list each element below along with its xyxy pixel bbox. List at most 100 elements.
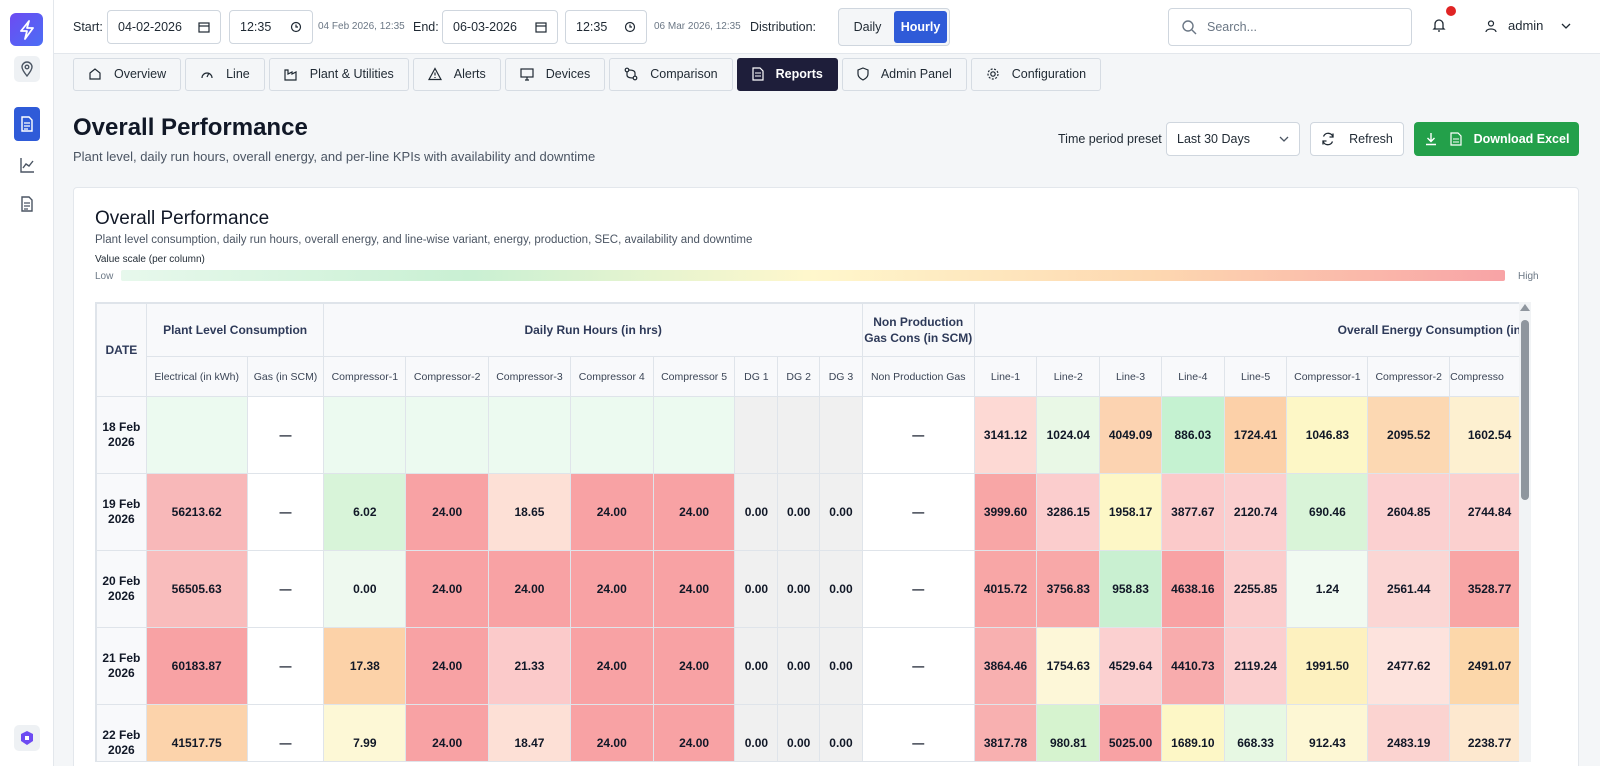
distribution-daily-option[interactable]: Daily [853, 20, 882, 34]
cell-dg3: 0.00 [819, 550, 863, 628]
cell-comp4: 24.00 [569, 473, 654, 551]
tab-reports[interactable]: Reports [736, 57, 838, 91]
col-header: Line-4 [1160, 356, 1225, 397]
user-menu[interactable]: admin [1484, 18, 1571, 33]
app-logo-icon[interactable] [10, 13, 43, 46]
distribution-label: Distribution: [750, 20, 816, 34]
cell-line1: 3999.60 [973, 473, 1038, 551]
chevron-down-icon [1279, 136, 1289, 142]
cell-e-comp3: 2238.77 [1449, 704, 1530, 761]
cell-e-comp2: 2483.19 [1367, 704, 1451, 761]
start-date-input[interactable]: 04-02-2026 [107, 10, 221, 44]
refresh-icon [1322, 132, 1334, 146]
scroll-up-arrow-icon[interactable] [1520, 304, 1530, 311]
cell-nonprod: — [861, 627, 975, 705]
cell-line2: 1754.63 [1036, 627, 1101, 705]
cell-electrical: 41517.75 [145, 704, 248, 761]
end-hint: 06 Mar 2026, 12:35 [654, 21, 741, 32]
preset-label: Time period preset [1058, 132, 1162, 146]
location-pin-icon[interactable] [14, 56, 40, 82]
cell-electrical [145, 396, 248, 474]
cell-comp5: 24.00 [652, 550, 736, 628]
performance-table: DATE Plant Level Consumption Daily Run H… [96, 303, 1530, 761]
preset-value: Last 30 Days [1177, 132, 1250, 146]
col-header: Line-5 [1223, 356, 1288, 397]
distribution-hourly-option[interactable]: Hourly [894, 11, 947, 43]
compare-icon [624, 67, 638, 81]
nav-analytics-icon[interactable] [14, 148, 40, 182]
table-row: 21 Feb 2026 60183.87—17.38 24.00 21.33 24.00… [96, 627, 1530, 705]
tab-alerts[interactable]: Alerts [412, 57, 501, 91]
tab-label: Devices [545, 67, 591, 81]
refresh-button[interactable]: Refresh [1310, 122, 1404, 156]
start-time-input[interactable]: 12:35 [229, 10, 313, 44]
main-tabs: Overview Line Plant & Utilities Alerts D… [54, 54, 1600, 94]
card-title: Overall Performance [95, 208, 270, 229]
date-header: DATE [96, 303, 147, 397]
tab-admin-panel[interactable]: Admin Panel [841, 57, 967, 91]
scale-high-label: High [1518, 271, 1539, 282]
scrollbar-thumb[interactable] [1521, 320, 1529, 500]
vertical-scrollbar[interactable] [1519, 302, 1531, 762]
cell-electrical: 56213.62 [145, 473, 248, 551]
cell-nonprod: — [861, 396, 975, 474]
tab-line[interactable]: Line [185, 57, 265, 91]
tab-comparison[interactable]: Comparison [609, 57, 733, 91]
cell-comp2: 24.00 [405, 473, 490, 551]
time-period-preset-select[interactable]: Last 30 Days [1166, 122, 1300, 156]
table-body: 18 Feb 2026— —3141.12 1024.04 4049.09 886.03… [96, 396, 1530, 761]
cell-comp5: 24.00 [652, 704, 736, 761]
cell-dg3: 0.00 [819, 627, 863, 705]
tab-devices[interactable]: Devices [504, 57, 606, 91]
cell-line2: 980.81 [1036, 704, 1101, 761]
cell-line4: 886.03 [1160, 396, 1225, 474]
performance-table-container[interactable]: DATE Plant Level Consumption Daily Run H… [95, 302, 1531, 762]
row-date: 21 Feb 2026 [96, 627, 147, 705]
cell-gas: — [246, 704, 325, 761]
cell-line4: 3877.67 [1160, 473, 1225, 551]
search-input[interactable]: Search... [1207, 20, 1258, 34]
tab-label: Configuration [1011, 67, 1087, 81]
cell-line1: 3864.46 [973, 627, 1038, 705]
cell-e-comp1: 912.43 [1286, 704, 1369, 761]
cell-line5: 1724.41 [1223, 396, 1288, 474]
nav-reports-icon[interactable] [14, 107, 40, 141]
tab-overview[interactable]: Overview [73, 57, 182, 91]
cell-comp3: 18.65 [488, 473, 571, 551]
cell-dg1: 0.00 [734, 704, 779, 761]
download-excel-button[interactable]: Download Excel [1414, 122, 1579, 156]
cell-dg2: 0.00 [777, 473, 821, 551]
end-label: End: [413, 20, 439, 34]
tab-configuration[interactable]: Configuration [970, 57, 1102, 91]
nav-documents-icon[interactable] [14, 187, 40, 221]
notification-bell-icon[interactable] [1432, 6, 1456, 37]
end-date-input[interactable]: 06-03-2026 [442, 10, 558, 44]
calendar-icon[interactable] [198, 21, 210, 33]
cell-line1: 3817.78 [973, 704, 1038, 761]
cell-comp2: 24.00 [405, 550, 490, 628]
cell-nonprod: — [861, 704, 975, 761]
col-header: Compressor-1 [323, 356, 407, 397]
page-subtitle: Plant level, daily run hours, overall en… [73, 149, 596, 164]
cell-e-comp3: 2744.84 [1449, 473, 1530, 551]
cell-nonprod: — [861, 550, 975, 628]
search-box[interactable]: Search... [1168, 8, 1412, 46]
table-row: 20 Feb 2026 56505.63—0.00 24.00 24.00 24.00 2… [96, 550, 1530, 628]
gear-icon [987, 68, 999, 80]
search-icon [1182, 20, 1197, 35]
cell-comp2 [405, 396, 490, 474]
tab-label: Admin Panel [880, 67, 952, 81]
cell-line5: 668.33 [1223, 704, 1288, 761]
cell-gas: — [246, 550, 325, 628]
tab-label: Comparison [650, 67, 718, 81]
cell-comp2: 24.00 [405, 627, 490, 705]
clock-icon[interactable] [290, 21, 302, 33]
home-icon [89, 68, 101, 80]
calendar-icon[interactable] [535, 21, 547, 33]
row-date: 22 Feb 2026 [96, 704, 147, 761]
cell-comp1: 0.00 [323, 550, 407, 628]
cell-comp3: 18.47 [488, 704, 571, 761]
end-time-input[interactable]: 12:35 [565, 10, 647, 44]
clock-icon[interactable] [624, 21, 636, 33]
tab-plant-utilities[interactable]: Plant & Utilities [268, 57, 409, 91]
